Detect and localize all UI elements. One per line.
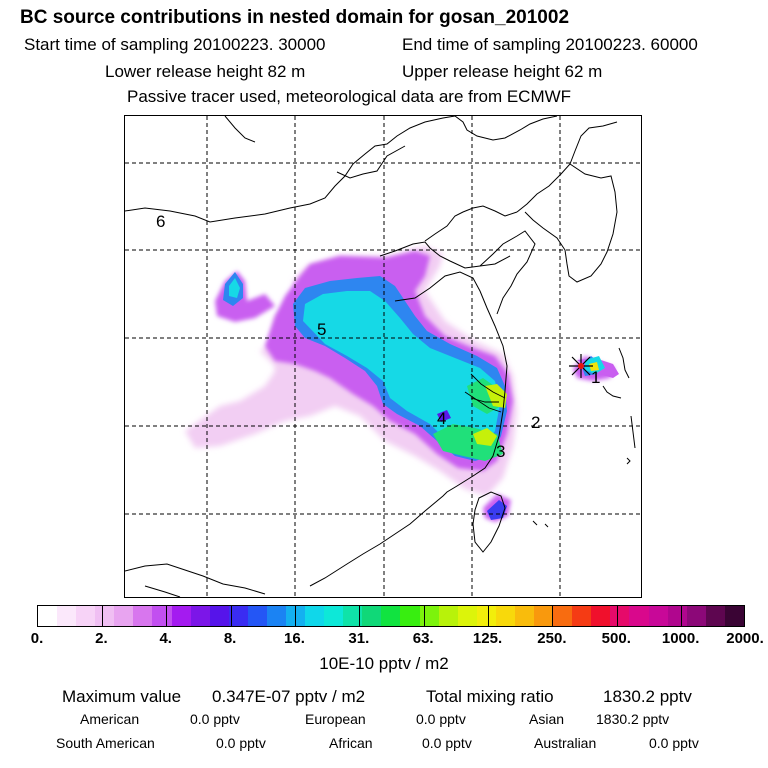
colorbar-units: 10E-10 pptv / m2 — [319, 654, 449, 673]
region-label-4: 4 — [437, 409, 447, 428]
colorbar-tick-line — [101, 606, 103, 626]
colorbar-segment — [228, 606, 248, 626]
colorbar-segment — [724, 606, 744, 626]
colorbar-tick-label: 8. — [223, 630, 237, 647]
colorbar-tick-label: 63. — [412, 630, 434, 647]
colorbar-segment — [514, 606, 535, 626]
american-value: 0.0 pptv — [190, 711, 240, 727]
colorbar-segment — [305, 606, 325, 626]
model-note: Passive tracer used, meteorological data… — [127, 87, 572, 106]
australian-value: 0.0 pptv — [649, 735, 699, 751]
colorbar-segment — [705, 606, 725, 626]
map-canvas — [125, 116, 641, 597]
colorbar-tick-line — [359, 606, 361, 626]
colorbar-segment — [133, 606, 153, 626]
max-value-label: Maximum value — [62, 687, 182, 706]
start-time-label: Start time of sampling 20100223. 30000 — [24, 35, 326, 54]
colorbar-segment — [76, 606, 96, 626]
colorbar-segment — [572, 606, 592, 626]
colorbar-segment — [381, 606, 401, 626]
colorbar-segment — [400, 606, 420, 626]
upper-release-height: Upper release height 62 m — [402, 62, 603, 81]
colorbar-segment — [114, 606, 134, 626]
south-american-value: 0.0 pptv — [216, 735, 266, 751]
australian-label: Australian — [534, 735, 597, 751]
colorbar-segment — [152, 606, 172, 626]
colorbar-segment — [247, 606, 267, 626]
american-label: American — [80, 711, 140, 727]
african-value: 0.0 pptv — [422, 735, 472, 751]
colorbar-tick-line — [616, 606, 618, 626]
region-label-1: 1 — [591, 368, 601, 387]
colorbar-segment — [362, 606, 382, 626]
colorbar-segment — [476, 606, 496, 626]
source-contribution-map: 1 2 3 4 5 6 — [124, 115, 642, 598]
african-label: African — [329, 735, 373, 751]
colorbar-tick-label: 4. — [159, 630, 172, 647]
colorbar-tick-line — [230, 606, 232, 626]
internal-boundaries — [464, 373, 506, 413]
colorbar-segment — [324, 606, 344, 626]
colorbar-segment — [95, 606, 115, 626]
colorbar-segment — [209, 606, 229, 626]
colorbar-segment — [457, 606, 477, 626]
colorbar-segment — [190, 606, 210, 626]
coastlines — [125, 116, 636, 597]
asian-value: 1830.2 pptv — [596, 711, 670, 727]
region-label-2: 2 — [531, 413, 541, 432]
region-label-5: 5 — [317, 320, 327, 339]
colorbar-tick-label: 31. — [348, 630, 370, 647]
region-label-6: 6 — [156, 212, 166, 231]
lower-release-height: Lower release height 82 m — [105, 62, 306, 81]
colorbar-segment — [648, 606, 668, 626]
south-american-label: South American — [56, 735, 155, 751]
european-label: European — [305, 711, 366, 727]
colorbar-tick-label: 0. — [30, 630, 44, 647]
colorbar-segment — [591, 606, 611, 626]
colorbar-tick-line — [552, 606, 554, 626]
colorbar-tick-label: 1000. — [661, 630, 700, 647]
colorbar-tick-line — [488, 606, 490, 626]
colorbar-segment — [419, 606, 439, 626]
region-label-3: 3 — [496, 442, 506, 461]
end-time-label: End time of sampling 20100223. 60000 — [402, 35, 698, 54]
colorbar-segment — [610, 606, 630, 626]
colorbar-tick-line — [681, 606, 683, 626]
colorbar-segment — [553, 606, 573, 626]
colorbar-segment — [57, 606, 77, 626]
colorbar-segment — [266, 606, 287, 626]
colorbar-tick-label: 250. — [537, 630, 567, 647]
colorbar-segment — [667, 606, 687, 626]
european-value: 0.0 pptv — [416, 711, 466, 727]
colorbar-tick-label: 2. — [95, 630, 108, 647]
receptor-site-marker — [569, 354, 619, 378]
colorbar-tick-label: 2000. — [726, 630, 764, 647]
colorbar-segment — [438, 606, 458, 626]
max-value: 0.347E-07 pptv / m2 — [212, 687, 366, 706]
page-title: BC source contributions in nested domain… — [20, 7, 570, 28]
plume-dark-pocket — [437, 410, 451, 422]
colorbar-segment — [686, 606, 706, 626]
colorbar-segment — [343, 606, 363, 626]
colorbar-tick-label: 500. — [601, 630, 631, 647]
colorbar-tick-line — [423, 606, 425, 626]
colorbar-tick-label: 125. — [472, 630, 503, 647]
colorbar-tick-line — [166, 606, 168, 626]
colorbar-segment — [38, 606, 58, 626]
colorbar-segment — [534, 606, 554, 626]
colorbar-tick-line — [294, 606, 296, 626]
total-mixing-ratio-value: 1830.2 pptv — [603, 687, 692, 706]
colorbar-segment — [171, 606, 191, 626]
colorbar-tick-label: 16. — [284, 630, 305, 647]
total-mixing-ratio-label: Total mixing ratio — [426, 687, 554, 706]
colorbar — [37, 605, 745, 627]
colorbar-segment — [629, 606, 649, 626]
graticule — [125, 116, 641, 597]
asian-label: Asian — [529, 711, 565, 727]
colorbar-segment — [495, 606, 515, 626]
